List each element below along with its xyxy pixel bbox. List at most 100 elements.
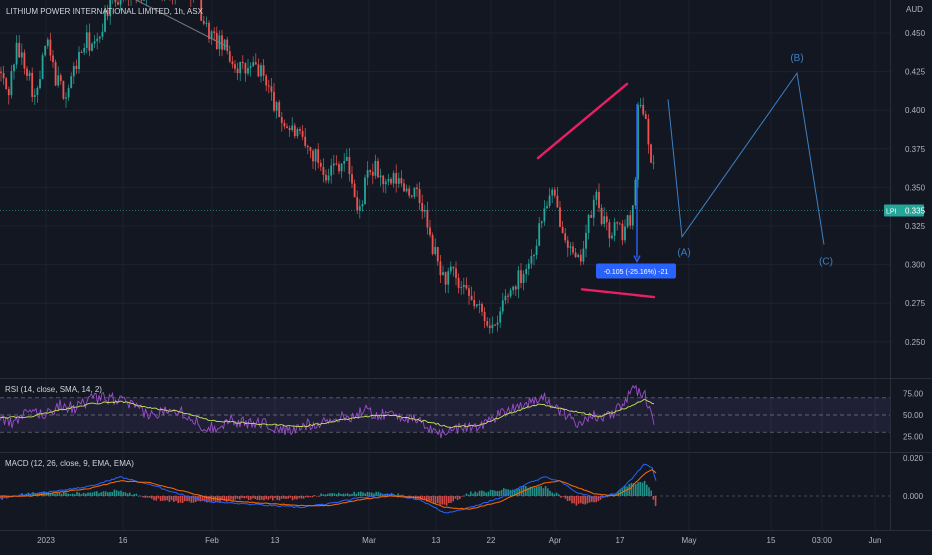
candle-body [119,0,122,5]
macd-histogram-bar [243,496,245,499]
candle-body [65,97,67,99]
candle-body [293,125,296,137]
candle-body [228,51,231,62]
candle-body [608,222,611,239]
macd-histogram-bar [289,496,292,498]
candle-body [13,64,15,72]
candle-body [340,163,343,172]
candle-body [49,39,52,56]
x-tick-label: 13 [271,536,280,545]
candle-body [143,0,145,1]
macd-histogram-bar [137,495,140,497]
macd-histogram-bar [437,496,439,504]
macd-histogram-bar [313,495,316,496]
candle-body [496,322,499,325]
candle-body [379,175,382,178]
candle-body [366,170,369,178]
macd-histogram-bar [195,496,197,502]
macd-histogram-bar [562,496,564,497]
chart-title: LITHIUM POWER INTERNATIONAL LIMITED, 1h,… [6,7,204,16]
candle-body [517,270,520,290]
macd-histogram-bar [591,496,593,502]
candle-body [270,86,273,92]
macd-histogram-bar [628,484,630,496]
macd-histogram-bar [569,496,571,501]
candle-body [106,9,109,17]
candle-body [98,36,101,39]
candle-body [603,216,606,225]
y-tick-label: 0.300 [905,261,926,270]
candle-body [439,261,442,276]
macd-histogram-bar [496,491,498,496]
candle-body [226,39,229,52]
candle-body [314,149,317,162]
macd-histogram-bar [63,491,65,496]
candle-body [265,75,268,86]
macd-histogram-bar [25,494,28,496]
macd-pane[interactable] [0,463,890,514]
macd-histogram-bar [489,489,492,496]
macd-histogram-bar [635,484,637,496]
candle-body [499,311,502,323]
macd-histogram-bar [476,492,479,496]
macd-histogram-bar [582,496,584,505]
candle-body [57,75,60,86]
candle-body [473,299,476,307]
macd-histogram-bar [309,496,311,498]
candle-body [205,22,208,24]
candle-body [260,65,262,77]
candle-body [514,286,517,290]
candle-body [392,173,395,184]
macd-histogram-bar [410,496,413,497]
measure-label: -0.105 (-25.16%) -21 [604,269,669,276]
candle-body [384,181,387,185]
candle-body [36,88,39,96]
candle-body [491,324,494,329]
macd-histogram-bar [223,496,226,501]
macd-histogram-bar [192,496,195,503]
macd-histogram-bar [0,496,1,499]
macd-histogram-bar [654,496,657,506]
candle-body [241,61,244,64]
candle-body [114,0,117,3]
macd-histogram-bar [525,486,527,496]
macd-histogram-bar [632,483,635,496]
candle-body [442,272,444,276]
x-tick-label: 13 [432,536,441,545]
x-tick-label: 16 [119,536,128,545]
drawings[interactable]: (A) (B) (C) -0.105 (-25.16%) -21 [0,0,890,299]
macd-histogram-bar [91,492,94,496]
macd-histogram-bar [111,491,113,496]
candle-body [449,266,452,272]
macd-histogram-bar [580,496,582,504]
candle-body [267,85,270,87]
macd-histogram-bar [335,494,338,496]
candle-body [273,91,275,111]
candle-body [621,223,624,241]
candle-body [405,188,408,192]
candle-body [317,149,320,163]
macd-histogram-bar [283,496,285,499]
macd-histogram-bar [120,490,122,496]
candle-body [598,191,600,208]
candle-body [566,240,569,248]
candle-body [429,227,431,236]
macd-histogram-bar [340,493,342,496]
candle-body [595,191,598,200]
macd-histogram-bar [617,491,619,496]
macd-histogram-bar [190,496,193,503]
rsi-pane[interactable] [0,384,890,439]
x-tick-label: 2023 [37,536,55,545]
macd-histogram-bar [32,492,34,496]
x-tick-label: 03:00 [812,536,833,545]
macd-histogram-bar [641,482,644,496]
macd-histogram-bar [144,496,146,498]
macd-histogram-bar [252,496,254,499]
macd-histogram-bar [300,496,303,499]
candle-body [88,32,91,51]
macd-histogram-bar [232,496,234,501]
candle-body [335,163,338,165]
rsi-tick-label: 50.00 [903,411,924,420]
